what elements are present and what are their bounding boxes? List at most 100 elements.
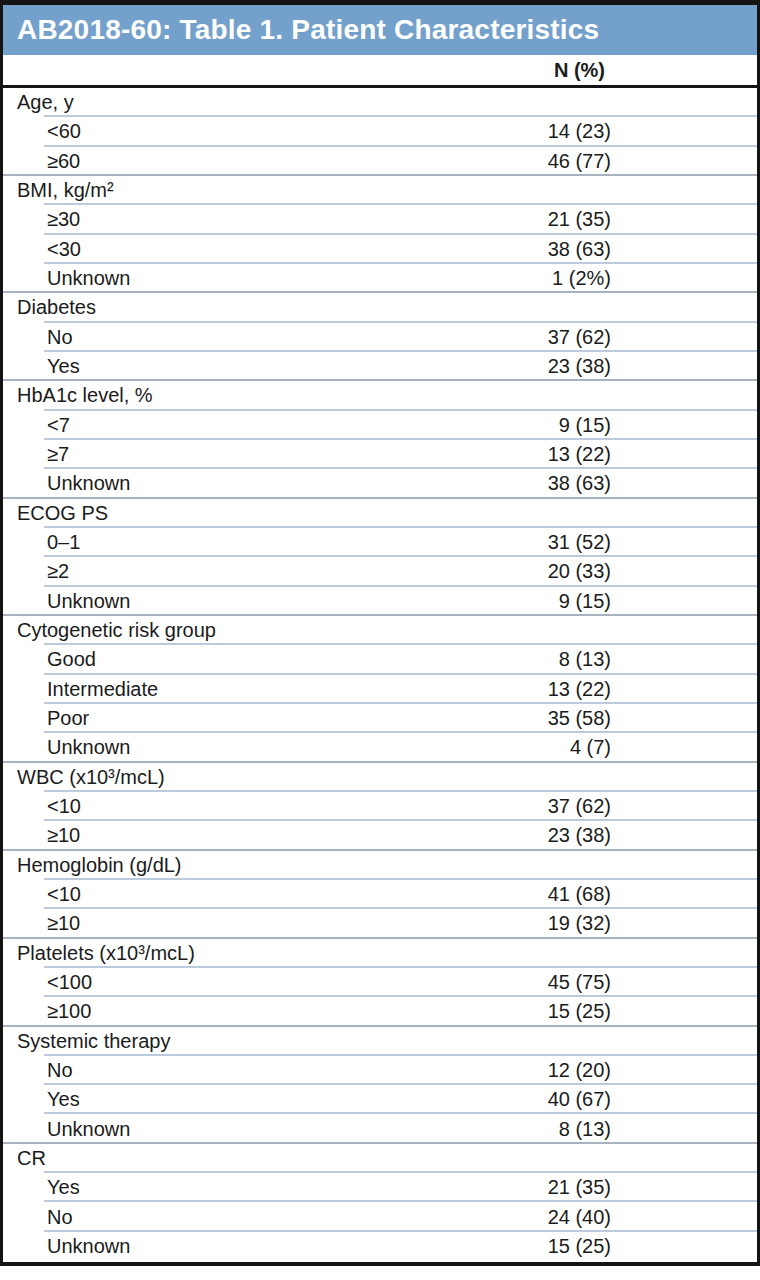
table-row-value: 23 (38) [431,355,611,378]
table-row-label: Unknown [3,1235,431,1258]
table-row-label: Unknown [3,736,431,759]
section-header-row: Systemic therapy [3,1027,757,1056]
table-row-value: 37 (62) [431,326,611,349]
section-header-row: ECOG PS [3,499,757,528]
table-row-label: Intermediate [3,678,431,701]
table-row: Unknown9 (15) [3,587,757,616]
value-column-header: N (%) [554,59,605,82]
patient-characteristics-table: AB2018-60: Table 1. Patient Characterist… [0,0,760,1266]
table-row-label: ≥100 [3,1000,431,1023]
section-header-row-label: CR [3,1147,431,1170]
table-row: Yes23 (38) [3,352,757,381]
table-row-value: 45 (75) [431,971,611,994]
table-row-value: 14 (23) [431,120,611,143]
column-header-row: N (%) [3,55,757,88]
table-row-value: 4 (7) [431,736,611,759]
table-row-label: Yes [3,1176,431,1199]
table-row-label: ≥10 [3,824,431,847]
section-header-row: BMI, kg/m² [3,176,757,205]
table-title-bar: AB2018-60: Table 1. Patient Characterist… [3,5,757,55]
table-row-value: 20 (33) [431,560,611,583]
table-row-value: 19 (32) [431,912,611,935]
table-row-value: 13 (22) [431,678,611,701]
table-title: AB2018-60: Table 1. Patient Characterist… [17,14,599,46]
section-header-row-label: Diabetes [3,296,431,319]
table-row-label: Unknown [3,1118,431,1141]
table-row: No12 (20) [3,1056,757,1085]
table-row: <6014 (23) [3,117,757,146]
table-row: ≥6046 (77) [3,147,757,176]
table-row-value: 8 (13) [431,648,611,671]
table-row: Unknown4 (7) [3,733,757,762]
table-row-value: 13 (22) [431,443,611,466]
table-row-value: 21 (35) [431,1176,611,1199]
table-row: 0–131 (52) [3,528,757,557]
table-row-label: <30 [3,238,431,261]
table-row-label: Unknown [3,590,431,613]
table-row: Unknown8 (13) [3,1114,757,1143]
table-row-value: 37 (62) [431,795,611,818]
table-row: ≥3021 (35) [3,205,757,234]
table-row: No37 (62) [3,323,757,352]
table-row: Yes21 (35) [3,1173,757,1202]
table-row-label: Poor [3,707,431,730]
section-header-row: Age, y [3,88,757,117]
table-row: ≥220 (33) [3,557,757,586]
section-header-row: Hemoglobin (g/dL) [3,851,757,880]
table-row-value: 12 (20) [431,1059,611,1082]
section-header-row-label: Cytogenetic risk group [3,619,431,642]
section-header-row-label: Age, y [3,91,431,114]
section-header-row: WBC (x10³/mcL) [3,763,757,792]
table-row-value: 46 (77) [431,150,611,173]
table-row-value: 35 (58) [431,707,611,730]
table-row-value: 15 (25) [431,1000,611,1023]
table-row-label: No [3,326,431,349]
table-row-label: Good [3,648,431,671]
table-row-label: <60 [3,120,431,143]
section-header-row: Diabetes [3,293,757,322]
table-row-label: Yes [3,1088,431,1111]
section-header-row-label: BMI, kg/m² [3,179,431,202]
table-row: <10045 (75) [3,968,757,997]
table-row-label: <7 [3,414,431,437]
table-row-value: 21 (35) [431,208,611,231]
table-row: <3038 (63) [3,235,757,264]
table-row-label: ≥2 [3,560,431,583]
table-row: ≥713 (22) [3,440,757,469]
table-body: Age, y<6014 (23)≥6046 (77)BMI, kg/m²≥302… [3,88,757,1261]
table-row-label: ≥30 [3,208,431,231]
table-row-value: 31 (52) [431,531,611,554]
table-row-label: ≥7 [3,443,431,466]
section-header-row: CR [3,1144,757,1173]
table-row-label: ≥10 [3,912,431,935]
section-header-row: Platelets (x10³/mcL) [3,939,757,968]
section-header-row-label: HbA1c level, % [3,384,431,407]
table-row-label: Unknown [3,267,431,290]
table-row-label: <100 [3,971,431,994]
section-header-row: HbA1c level, % [3,381,757,410]
table-row: No24 (40) [3,1202,757,1231]
table-row: Unknown1 (2%) [3,264,757,293]
table-row: ≥1023 (38) [3,821,757,850]
table-row: Good8 (13) [3,645,757,674]
table-row: Unknown38 (63) [3,469,757,498]
table-row-value: 38 (63) [431,238,611,261]
section-header-row-label: Hemoglobin (g/dL) [3,854,431,877]
section-header-row-label: Systemic therapy [3,1030,431,1053]
section-header-row: Cytogenetic risk group [3,616,757,645]
section-header-row-label: WBC (x10³/mcL) [3,766,431,789]
table-row: <79 (15) [3,411,757,440]
table-row-value: 15 (25) [431,1235,611,1258]
table-row-value: 9 (15) [431,590,611,613]
table-row: ≥1019 (32) [3,909,757,938]
table-row-label: 0–1 [3,531,431,554]
table-row-value: 24 (40) [431,1206,611,1229]
table-row: Yes40 (67) [3,1085,757,1114]
table-row: <1037 (62) [3,792,757,821]
table-row-label: <10 [3,883,431,906]
table-row-value: 8 (13) [431,1118,611,1141]
table-row: ≥10015 (25) [3,997,757,1026]
table-row-label: <10 [3,795,431,818]
table-row-value: 41 (68) [431,883,611,906]
table-row-label: Unknown [3,472,431,495]
